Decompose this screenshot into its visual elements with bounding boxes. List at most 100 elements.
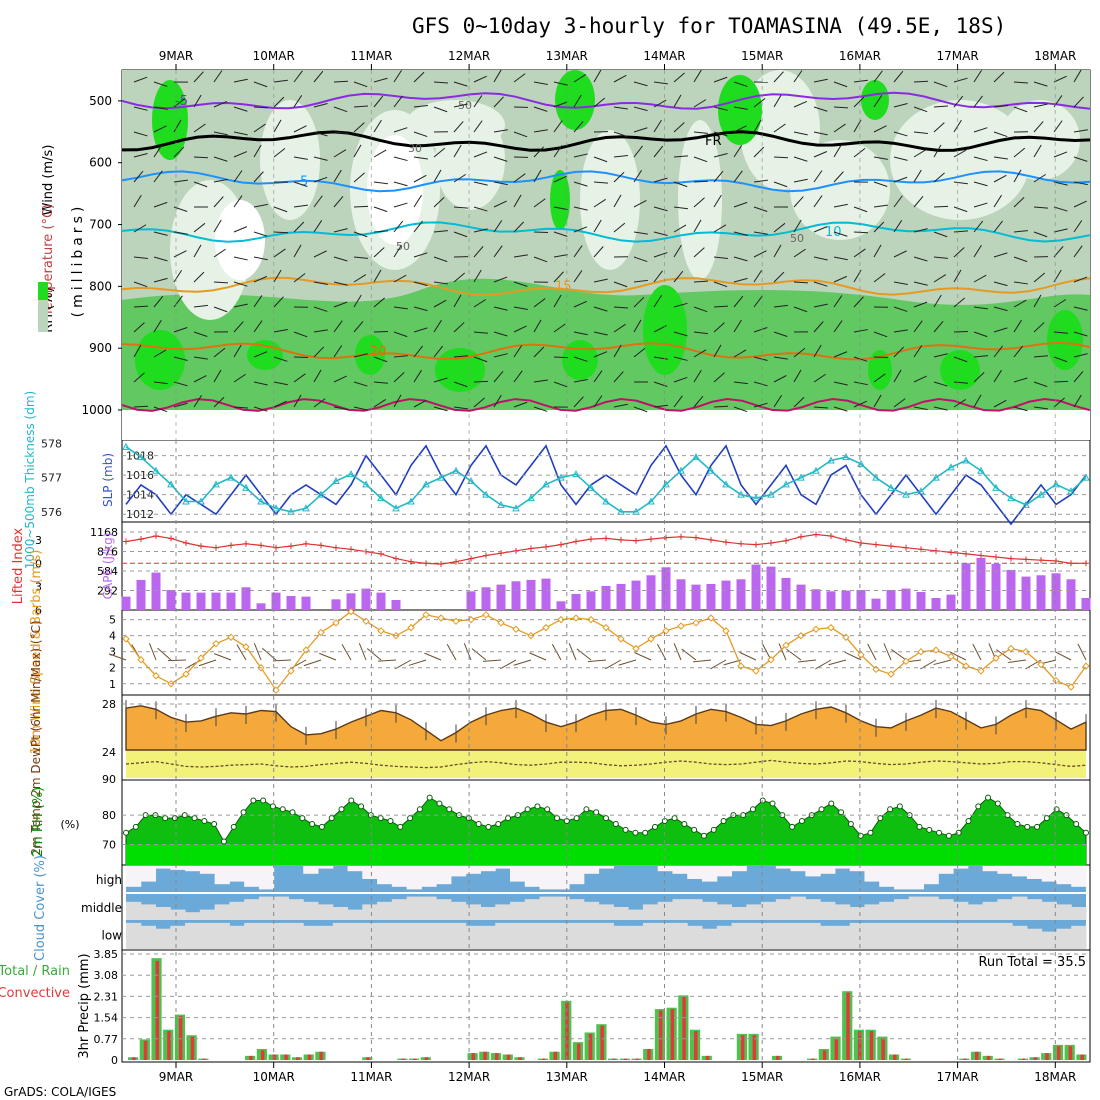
precip-conv-bar — [986, 1055, 991, 1060]
wind-barb — [973, 220, 984, 233]
date-label-top: 13MAR — [546, 49, 588, 63]
wind-barb — [553, 101, 568, 108]
lifted-index-point — [813, 531, 819, 538]
wind-barb — [513, 254, 528, 258]
surface-wind-barb — [778, 643, 787, 661]
wind-barb — [653, 404, 668, 408]
wind-barb — [293, 331, 308, 338]
date-label-top: 15MAR — [741, 49, 783, 63]
thickness-point — [602, 497, 610, 505]
wind-barb — [453, 381, 468, 388]
cloud-clear-cell — [391, 866, 408, 887]
cloud-clear-cell — [288, 922, 304, 949]
cloud-clear-cell — [953, 866, 969, 869]
rh2m-point — [318, 823, 325, 830]
wind-barb — [153, 170, 163, 183]
cloud-clear-cell — [199, 866, 216, 874]
cloud-clear-cell — [583, 901, 600, 920]
surface-wind-barb — [167, 659, 187, 662]
wind-barb — [333, 406, 348, 411]
rh2m-point — [211, 820, 218, 827]
wind-barb — [213, 347, 226, 358]
li-tick-label: 3 — [35, 581, 42, 594]
upper-air-wind-barbs — [133, 69, 1088, 413]
wind-barb — [393, 69, 403, 83]
cape-bar — [1051, 573, 1061, 610]
wind-barb — [693, 99, 707, 108]
cloud-clear-cell — [554, 866, 570, 890]
wind-barb — [793, 101, 808, 108]
wind-barb — [713, 153, 728, 158]
wind-speed-point — [137, 656, 145, 664]
cape-bar — [796, 584, 806, 610]
wind-barb — [673, 270, 684, 283]
wind-barb — [673, 181, 688, 188]
surface-wind-barb — [1077, 643, 1087, 661]
lifted-index-point — [528, 545, 534, 552]
lifted-index-point — [753, 541, 759, 548]
precip-conv-bar — [600, 1025, 604, 1060]
wind-speed-point — [677, 622, 685, 630]
wind-barb — [913, 80, 929, 83]
wind-barb — [833, 81, 848, 88]
surface-wind-barb — [513, 659, 532, 666]
wind-speed-point — [767, 656, 775, 664]
wind-barb — [193, 271, 205, 283]
rh2m-base — [126, 844, 1086, 865]
wind-barb — [833, 231, 848, 237]
wind-barb — [433, 230, 448, 233]
wind-barb — [1013, 406, 1028, 412]
wind-barb — [913, 256, 928, 262]
precip-tick-label: 0.77 — [94, 1033, 119, 1046]
wind-speed-point — [152, 672, 160, 680]
cloud-clear-cell — [332, 907, 349, 920]
wind-barb — [853, 329, 868, 333]
cloud-clear-cell — [436, 922, 452, 949]
rh2m-point — [985, 794, 992, 801]
wind-barb — [193, 375, 207, 383]
wind-barb — [833, 171, 844, 183]
wind-barb — [293, 204, 308, 208]
cape-bar — [481, 587, 491, 610]
wind-speed-point — [647, 635, 655, 643]
wind-barb — [973, 156, 988, 162]
wind-barb — [613, 306, 629, 309]
precip-tick-label: 3.85 — [94, 948, 119, 961]
wind-barb — [193, 123, 206, 133]
wind-barb — [273, 296, 284, 308]
surface-wind-barb — [213, 653, 232, 661]
date-label-bottom: 10MAR — [253, 1070, 295, 1084]
wind-barb — [533, 379, 548, 383]
rh2m-point — [1073, 820, 1080, 827]
rh2m-point — [651, 823, 658, 830]
cloud-clear-cell — [421, 866, 437, 887]
cloud-clear-cell — [805, 866, 821, 877]
cloud-clear-cell — [140, 866, 157, 882]
wind-barb — [553, 323, 566, 333]
wind-barb — [453, 144, 462, 158]
wind-barb — [513, 306, 528, 310]
wind-barb — [413, 104, 428, 108]
wind-barb — [873, 204, 888, 208]
cloud-clear-cell — [657, 901, 673, 920]
lifted-index-point — [648, 536, 654, 543]
wind-barb — [933, 144, 942, 158]
wind-barb — [413, 131, 428, 138]
wind-barb — [733, 319, 742, 333]
cloud-clear-cell — [377, 901, 393, 920]
lifted-index-point — [138, 536, 144, 543]
lifted-index-point — [723, 539, 729, 546]
cloud-clear-cell — [687, 925, 703, 949]
wind-speed-point — [722, 627, 730, 635]
cape-bar — [241, 587, 251, 610]
wind-barb — [773, 331, 788, 338]
cloud-clear-cell — [613, 907, 629, 920]
wind-barb — [793, 369, 802, 383]
surface-wind-barb — [693, 659, 712, 663]
rh2m-point — [123, 829, 129, 836]
wind-barb — [413, 281, 428, 287]
wind-barb — [193, 394, 203, 408]
wind-barb — [1073, 96, 1084, 108]
gridlines — [122, 70, 1090, 1062]
wind-barb — [1013, 377, 1028, 383]
